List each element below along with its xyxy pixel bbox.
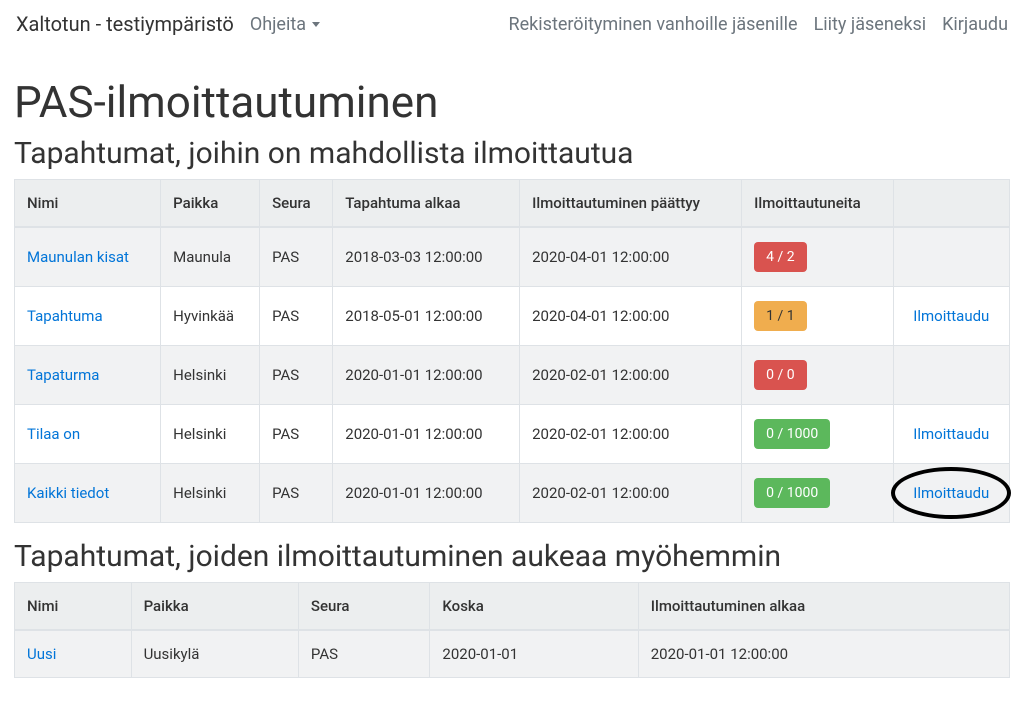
cell-starts: 2020-01-01 12:00:00 [333,405,520,464]
table-row: Tapaturma HelsinkiPAS2020-01-01 12:00:002… [15,346,1010,405]
event-link[interactable]: Tapahtuma [27,307,103,325]
event-link[interactable]: Kaikki tiedot [27,484,109,502]
future-col-2: Seura [298,583,430,631]
cell-action [893,227,1009,287]
future-events-heading: Tapahtumat, joiden ilmoittautuminen auke… [14,539,1010,574]
cell-action: Ilmoittaudu [893,405,1009,464]
cell-when: 2020-01-01 [430,630,638,678]
register-link[interactable]: Ilmoittaudu [913,425,989,443]
navbar: Xaltotun - testiympäristö Ohjeita Rekist… [0,0,1024,48]
cell-place: Maunula [161,227,260,287]
page-title: PAS-ilmoittautuminen [14,76,1010,128]
status-badge: 1 / 1 [754,301,806,331]
open-events-heading: Tapahtumat, joihin on mahdollista ilmoit… [14,136,1010,171]
table-row: Tapahtuma HyvinkääPAS2018-05-01 12:00:002… [15,287,1010,346]
cell-closes: 2020-02-01 12:00:00 [520,346,742,405]
open-col-5: Ilmoittautuneita [742,180,893,228]
cell-club: PAS [298,630,430,678]
future-events-table: NimiPaikkaSeuraKoskaIlmoittautuminen alk… [14,582,1010,678]
cell-club: PAS [260,287,333,346]
open-events-table: NimiPaikkaSeuraTapahtuma alkaaIlmoittaut… [14,179,1010,523]
future-col-3: Koska [430,583,638,631]
event-link[interactable]: Tapaturma [27,366,99,384]
cell-club: PAS [260,346,333,405]
cell-closes: 2020-04-01 12:00:00 [520,287,742,346]
nav-item-right-1[interactable]: Liity jäseneksi [814,14,927,35]
cell-club: PAS [260,227,333,287]
cell-opens: 2020-01-01 12:00:00 [638,630,1009,678]
cell-badge: 0 / 0 [742,346,893,405]
future-col-1: Paikka [131,583,298,631]
cell-badge: 0 / 1000 [742,405,893,464]
cell-starts: 2018-03-03 12:00:00 [333,227,520,287]
cell-place: Uusikylä [131,630,298,678]
cell-badge: 0 / 1000 [742,464,893,523]
status-badge: 0 / 0 [754,360,806,390]
event-link[interactable]: Tilaa on [27,425,80,443]
status-badge: 4 / 2 [754,242,806,272]
table-row: Tilaa on HelsinkiPAS2020-01-01 12:00:0020… [15,405,1010,464]
nav-item-right-2[interactable]: Kirjaudu [942,14,1008,35]
cell-place: Helsinki [161,346,260,405]
open-col-6 [893,180,1009,228]
register-link[interactable]: Ilmoittaudu [913,484,989,502]
open-col-4: Ilmoittautuminen päättyy [520,180,742,228]
cell-closes: 2020-02-01 12:00:00 [520,405,742,464]
event-link[interactable]: Maunulan kisat [27,248,129,266]
cell-starts: 2020-01-01 12:00:00 [333,346,520,405]
register-link[interactable]: Ilmoittaudu [913,307,989,325]
cell-club: PAS [260,464,333,523]
cell-starts: 2020-01-01 12:00:00 [333,464,520,523]
table-row: Kaikki tiedot HelsinkiPAS2020-01-01 12:00… [15,464,1010,523]
cell-place: Helsinki [161,405,260,464]
table-row: Uusi UusikyläPAS2020-01-012020-01-01 12:0… [15,630,1010,678]
cell-closes: 2020-04-01 12:00:00 [520,227,742,287]
cell-badge: 1 / 1 [742,287,893,346]
cell-place: Helsinki [161,464,260,523]
open-col-0: Nimi [15,180,161,228]
nav-item-ohjeita[interactable]: Ohjeita [250,14,320,35]
cell-action [893,346,1009,405]
open-col-2: Seura [260,180,333,228]
table-row: Maunulan kisat MaunulaPAS2018-03-03 12:00… [15,227,1010,287]
navbar-brand[interactable]: Xaltotun - testiympäristö [16,12,234,36]
cell-place: Hyvinkää [161,287,260,346]
cell-action: Ilmoittaudu [893,464,1009,523]
cell-starts: 2018-05-01 12:00:00 [333,287,520,346]
nav-item-right-0[interactable]: Rekisteröityminen vanhoille jäsenille [509,14,798,35]
future-col-4: Ilmoittautuminen alkaa [638,583,1009,631]
future-col-0: Nimi [15,583,132,631]
cell-closes: 2020-02-01 12:00:00 [520,464,742,523]
status-badge: 0 / 1000 [754,478,830,508]
open-col-3: Tapahtuma alkaa [333,180,520,228]
status-badge: 0 / 1000 [754,419,830,449]
cell-badge: 4 / 2 [742,227,893,287]
event-link[interactable]: Uusi [27,645,56,663]
cell-action: Ilmoittaudu [893,287,1009,346]
open-col-1: Paikka [161,180,260,228]
cell-club: PAS [260,405,333,464]
